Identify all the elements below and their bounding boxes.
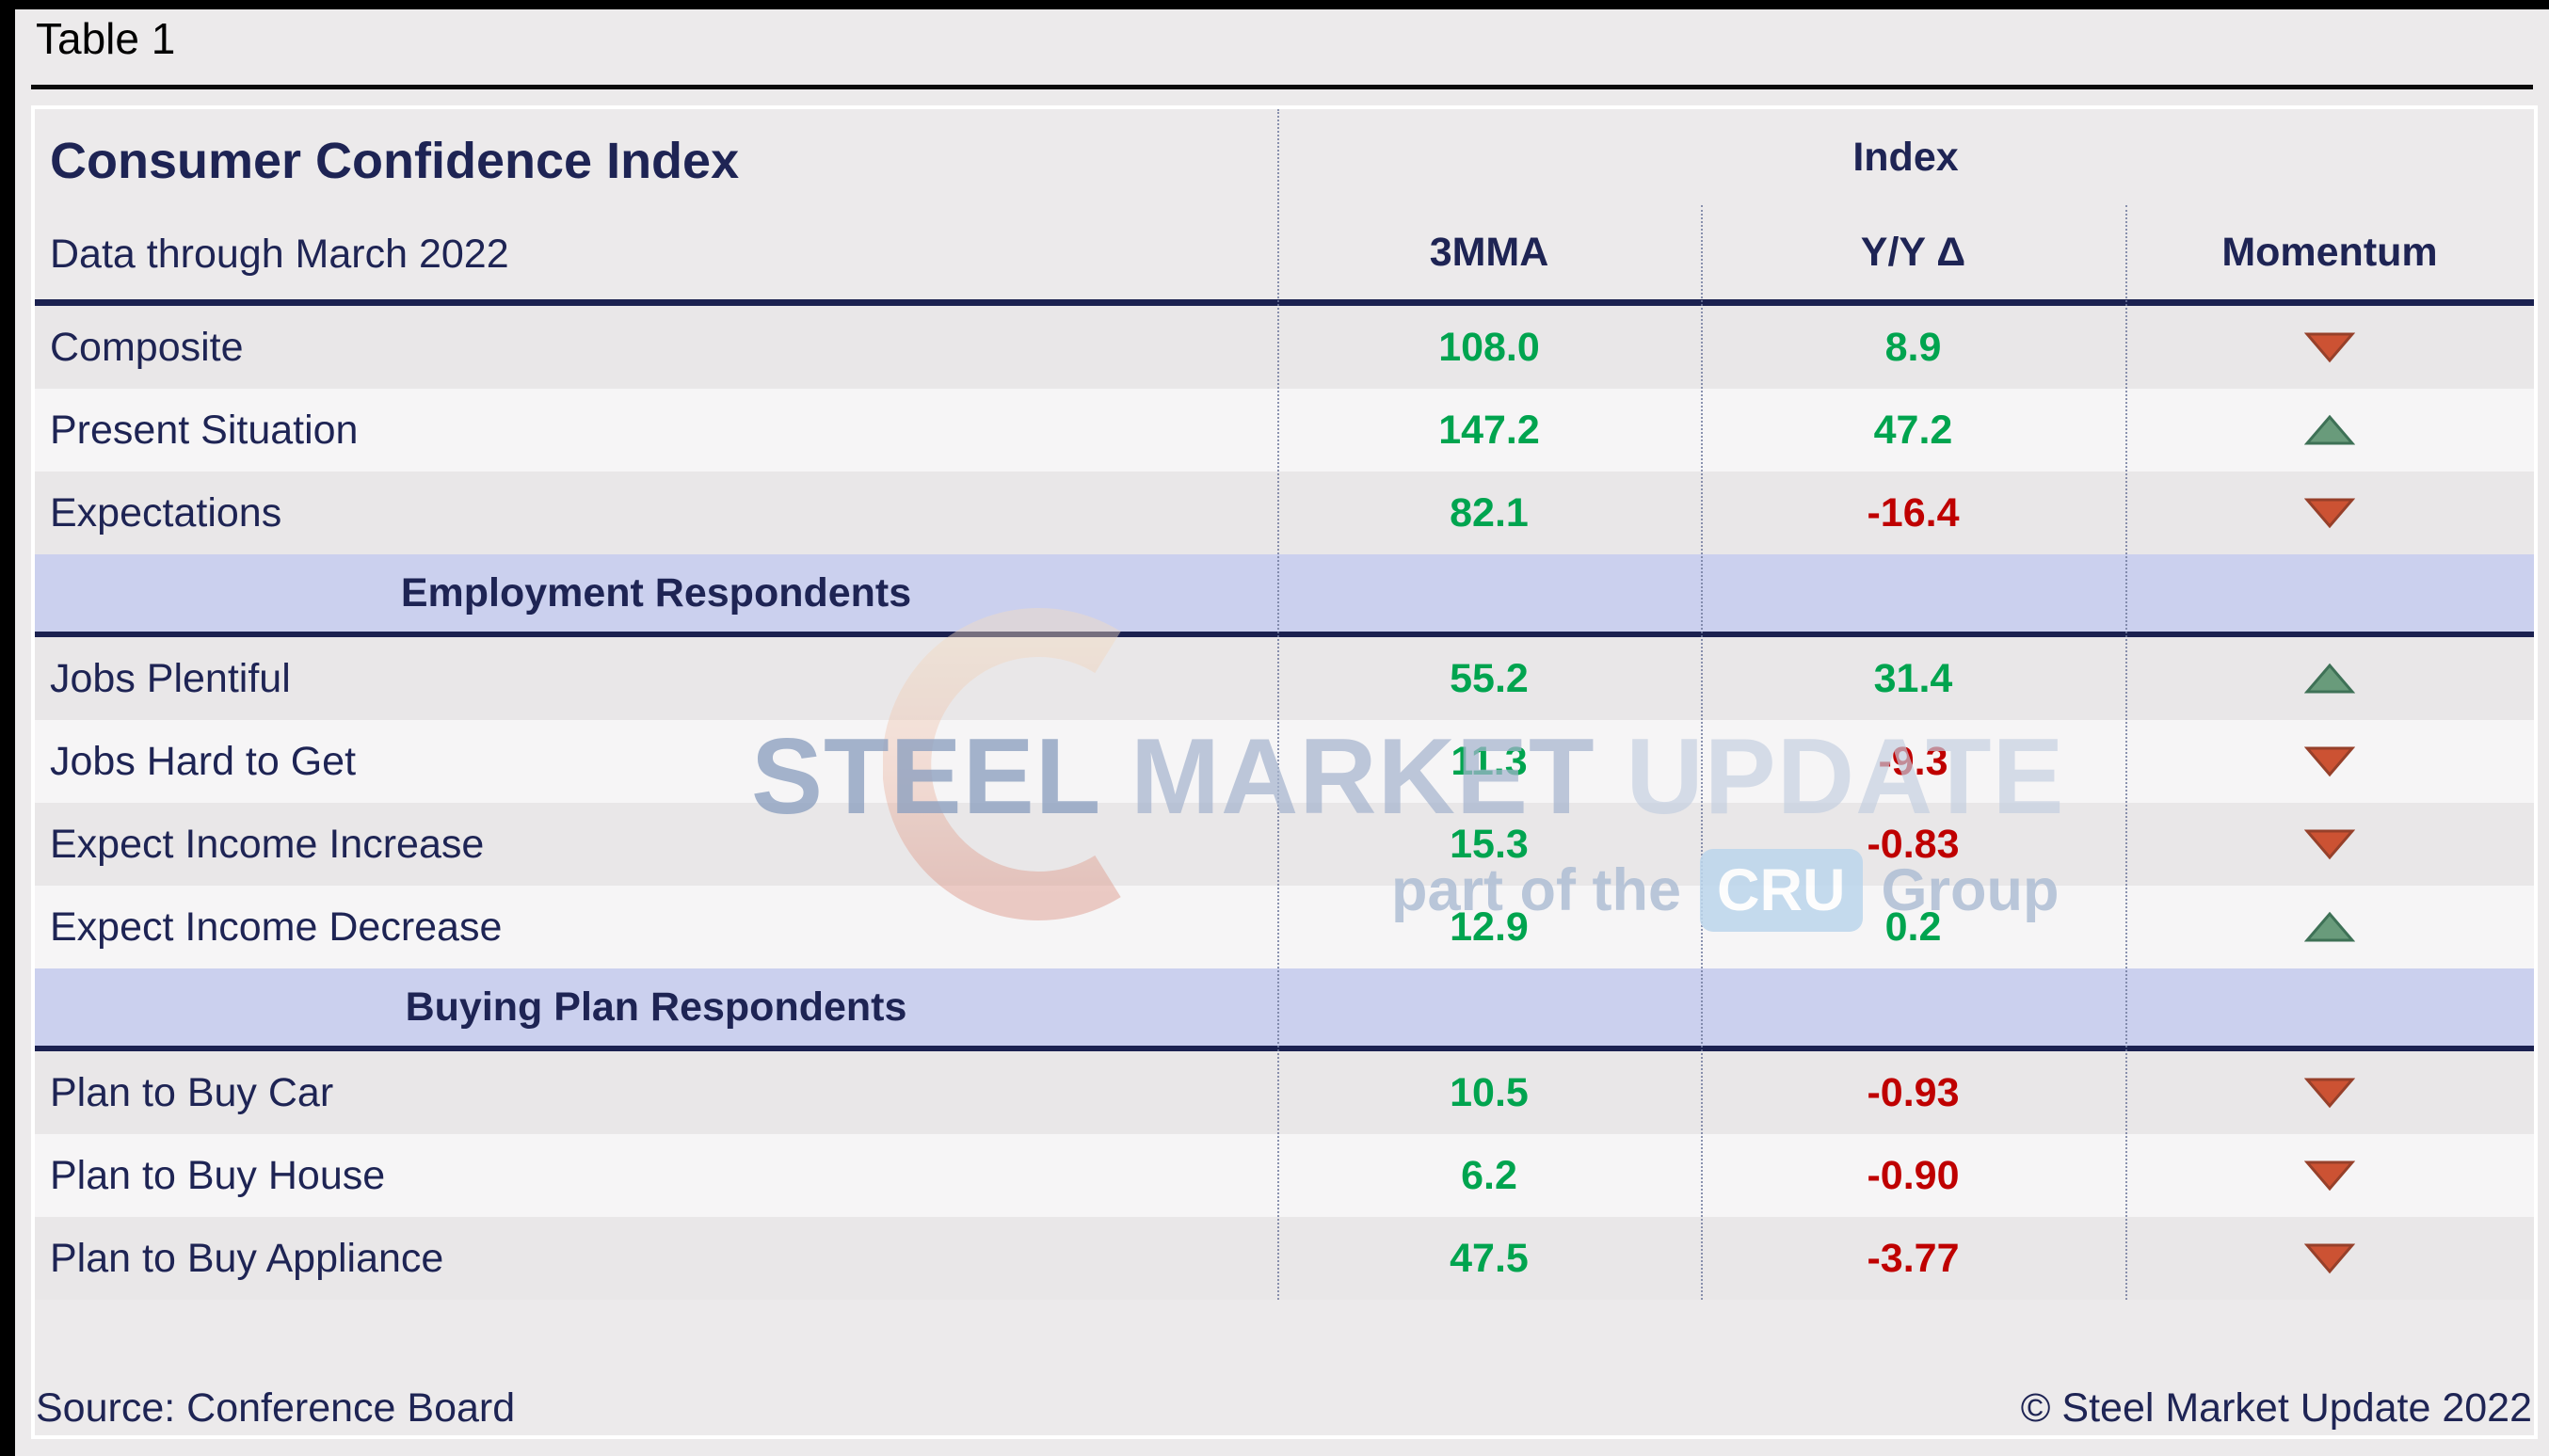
caption-divider [31, 85, 2533, 89]
data-through-subtitle: Data through March 2022 [50, 232, 509, 277]
yy-delta-value: -3.77 [1867, 1235, 1960, 1281]
mma-value: 15.3 [1450, 821, 1529, 867]
table-caption: Table 1 [36, 14, 176, 63]
mma-value: 55.2 [1450, 655, 1529, 701]
copyright-note: © Steel Market Update 2022 [2020, 1385, 2532, 1431]
momentum-cell [2125, 803, 2534, 886]
momentum-down-icon [2304, 829, 2355, 860]
yy-delta-value: 0.2 [1884, 904, 1942, 950]
row-label: Plan to Buy Appliance [50, 1235, 444, 1281]
table-area: Consumer Confidence Index Data through M… [35, 109, 2534, 1435]
yy-delta-value: 8.9 [1884, 324, 1942, 370]
table-row: Present Situation 147.2 47.2 [35, 389, 2534, 472]
yy-delta-value: -0.93 [1867, 1069, 1960, 1115]
section-header-label: Employment Respondents [400, 569, 912, 616]
yy-delta-value: -9.3 [1878, 738, 1948, 784]
table-row: Plan to Buy Car 10.5 -0.93 [35, 1051, 2534, 1134]
momentum-cell [2125, 720, 2534, 803]
header-spacer [35, 205, 1277, 299]
momentum-cell [2125, 886, 2534, 968]
momentum-cell [2125, 389, 2534, 472]
table-row: Jobs Plentiful 55.2 31.4 [35, 637, 2534, 720]
table-row: Expect Income Increase 15.3 -0.83 [35, 803, 2534, 886]
top-edge-bar [0, 0, 2549, 9]
mma-value: 147.2 [1438, 407, 1540, 453]
section-header-row: Employment Respondents [35, 554, 2534, 637]
table-row: Composite 108.0 8.9 [35, 306, 2534, 389]
momentum-down-icon [2304, 1078, 2355, 1109]
momentum-down-icon [2304, 746, 2355, 777]
column-header-row: 3MMA Y/Y Δ Momentum [35, 205, 2534, 299]
column-header-momentum: Momentum [2221, 229, 2438, 275]
row-label: Expect Income Decrease [50, 904, 503, 950]
row-label: Plan to Buy Car [50, 1069, 334, 1115]
source-note: Source: Conference Board [36, 1385, 516, 1431]
mma-value: 6.2 [1461, 1152, 1517, 1198]
momentum-up-icon [2304, 414, 2355, 445]
momentum-down-icon [2304, 1243, 2355, 1274]
column-header-yy-delta: Y/Y Δ [1860, 229, 1966, 275]
row-label: Expect Income Increase [50, 821, 485, 867]
table-row: Expectations 82.1 -16.4 [35, 472, 2534, 554]
column-divider-yy-momentum [2125, 205, 2127, 1300]
yy-delta-value: -16.4 [1867, 489, 1960, 536]
column-header-3mma: 3MMA [1429, 229, 1549, 275]
row-label: Jobs Hard to Get [50, 738, 357, 784]
column-divider-3mma-yy [1701, 205, 1703, 1300]
row-label: Expectations [50, 489, 282, 536]
table-body: Composite 108.0 8.9 Present Situation 147.2 4… [35, 306, 2534, 1300]
mma-value: 11.3 [1451, 738, 1528, 784]
momentum-cell [2125, 472, 2534, 554]
table-row: Jobs Hard to Get 11.3 -9.3 [35, 720, 2534, 803]
momentum-up-icon [2304, 911, 2355, 942]
yy-delta-value: -0.90 [1867, 1152, 1960, 1198]
momentum-cell [2125, 1051, 2534, 1134]
momentum-up-icon [2304, 663, 2355, 694]
yy-delta-value: 31.4 [1873, 655, 1953, 701]
yy-delta-value: 47.2 [1873, 407, 1953, 453]
momentum-down-icon [2304, 332, 2355, 363]
column-divider-labels [1277, 109, 1279, 1300]
table-row: Plan to Buy House 6.2 -0.90 [35, 1134, 2534, 1217]
confidence-index-table-panel: Consumer Confidence Index Data through M… [31, 105, 2538, 1439]
momentum-cell [2125, 637, 2534, 720]
momentum-cell [2125, 1217, 2534, 1300]
table-row: Expect Income Decrease 12.9 0.2 [35, 886, 2534, 968]
page-title: Consumer Confidence Index [50, 133, 740, 189]
row-label: Jobs Plentiful [50, 655, 291, 701]
mma-value: 12.9 [1450, 904, 1529, 950]
momentum-down-icon [2304, 498, 2355, 529]
table-row: Plan to Buy Appliance 47.5 -3.77 [35, 1217, 2534, 1300]
row-label: Plan to Buy House [50, 1152, 386, 1198]
section-header-row: Buying Plan Respondents [35, 968, 2534, 1051]
row-label: Composite [50, 324, 244, 370]
yy-delta-value: -0.83 [1867, 821, 1960, 867]
mma-value: 10.5 [1450, 1069, 1529, 1115]
momentum-cell [2125, 1134, 2534, 1217]
momentum-cell [2125, 306, 2534, 389]
column-group-header-index: Index [1852, 134, 1959, 180]
momentum-down-icon [2304, 1160, 2355, 1192]
row-label: Present Situation [50, 407, 359, 453]
header-underline [35, 299, 2534, 306]
left-edge-bar [0, 0, 15, 1456]
mma-value: 82.1 [1450, 489, 1529, 536]
mma-value: 108.0 [1438, 324, 1540, 370]
mma-value: 47.5 [1450, 1235, 1529, 1281]
section-header-label: Buying Plan Respondents [405, 984, 907, 1030]
